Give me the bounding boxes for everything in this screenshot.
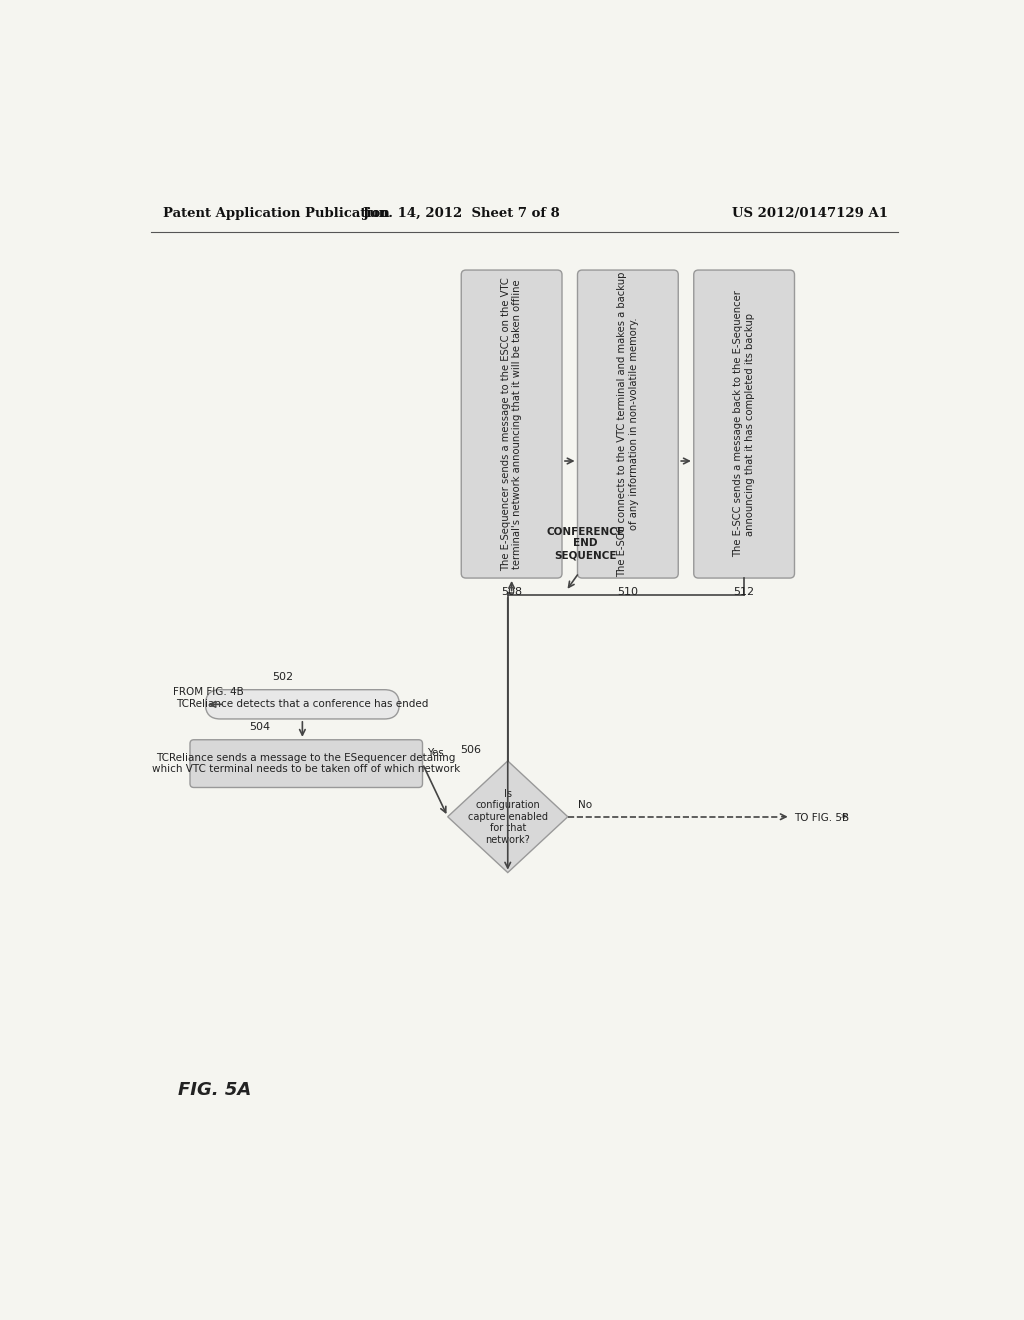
Text: 504: 504 xyxy=(249,722,270,733)
Text: 510: 510 xyxy=(617,587,638,597)
FancyBboxPatch shape xyxy=(190,739,423,788)
Text: The E-SCC sends a message back to the E-Sequencer
announcing that it has complet: The E-SCC sends a message back to the E-… xyxy=(733,290,755,557)
Text: FIG. 5A: FIG. 5A xyxy=(178,1081,252,1100)
FancyBboxPatch shape xyxy=(206,689,399,719)
Polygon shape xyxy=(447,760,568,873)
FancyBboxPatch shape xyxy=(693,271,795,578)
Text: TO FIG. 5B: TO FIG. 5B xyxy=(795,813,850,824)
Text: The E-SCC connects to the VTC terminal and makes a backup
of any information in : The E-SCC connects to the VTC terminal a… xyxy=(617,272,639,577)
Text: TCReliance sends a message to the ESequencer detailing
which VTC terminal needs : TCReliance sends a message to the ESeque… xyxy=(153,752,461,775)
Text: US 2012/0147129 A1: US 2012/0147129 A1 xyxy=(731,207,888,220)
Text: No: No xyxy=(578,800,592,810)
Text: 502: 502 xyxy=(272,672,294,682)
Text: Patent Application Publication: Patent Application Publication xyxy=(163,207,389,220)
Text: 506: 506 xyxy=(460,746,481,755)
Text: *: * xyxy=(841,812,847,825)
Text: The E-Sequencer sends a message to the ESCC on the VTC
terminal's network announ: The E-Sequencer sends a message to the E… xyxy=(501,277,522,572)
Text: TCReliance detects that a conference has ended: TCReliance detects that a conference has… xyxy=(176,700,429,709)
Text: FROM FIG. 4B: FROM FIG. 4B xyxy=(173,686,244,697)
Text: 512: 512 xyxy=(733,587,755,597)
Text: Is
configuration
capture enabled
for that
network?: Is configuration capture enabled for tha… xyxy=(468,788,548,845)
Text: Yes: Yes xyxy=(427,748,443,758)
Text: Jun. 14, 2012  Sheet 7 of 8: Jun. 14, 2012 Sheet 7 of 8 xyxy=(362,207,560,220)
Text: 508: 508 xyxy=(501,587,522,597)
FancyBboxPatch shape xyxy=(461,271,562,578)
Text: CONFERENCE
END
SEQUENCE: CONFERENCE END SEQUENCE xyxy=(546,527,625,560)
FancyBboxPatch shape xyxy=(578,271,678,578)
